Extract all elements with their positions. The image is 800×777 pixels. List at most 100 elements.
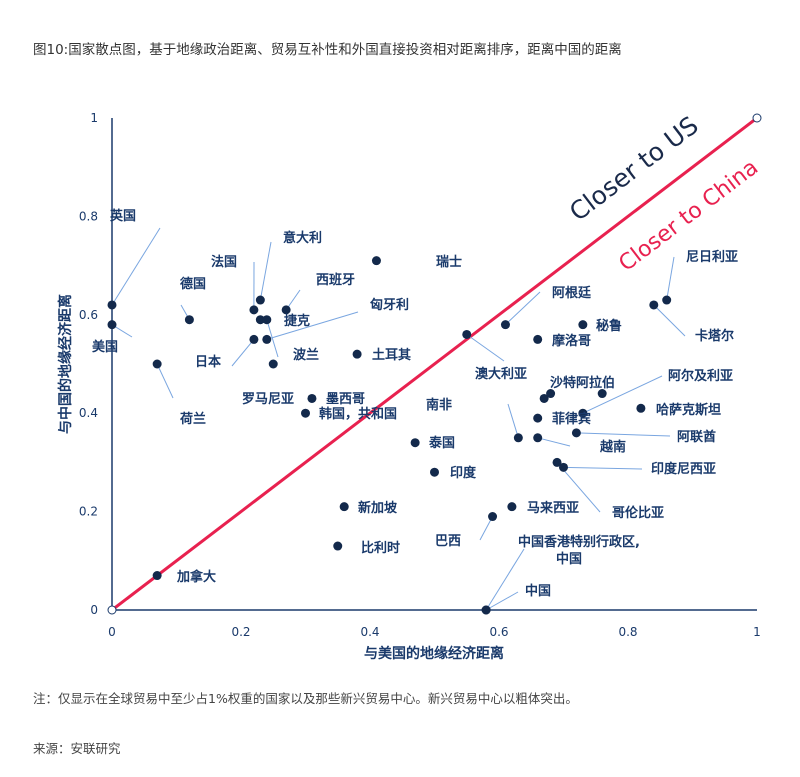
- y-tick-label: 1: [90, 111, 98, 125]
- x-tick-label: 0.6: [489, 625, 508, 639]
- leader-line: [505, 291, 541, 326]
- data-point: [546, 389, 556, 399]
- leader-line: [582, 375, 663, 414]
- data-point: [371, 256, 381, 266]
- point-label: 阿联酋: [677, 429, 716, 445]
- data-point: [307, 393, 317, 403]
- point-label: 罗马尼亚: [242, 392, 294, 407]
- data-point: [462, 329, 472, 339]
- points: [107, 256, 672, 615]
- x-axis-label: 与美国的地缘经济距离: [364, 645, 504, 662]
- y-axis-label: 与中国的地缘经济距离: [57, 294, 74, 434]
- diagonal-line: [111, 116, 758, 612]
- point-label: 土耳其: [372, 347, 411, 363]
- y-tick-label: 0.6: [79, 308, 98, 322]
- data-point: [352, 349, 362, 359]
- x-tick-label: 1: [753, 625, 761, 639]
- leader-line: [259, 241, 272, 301]
- point-label: 马来西亚: [527, 500, 579, 516]
- data-point: [268, 359, 278, 369]
- point-label: 中国: [556, 551, 582, 567]
- point-label: 阿尔及利亚: [668, 368, 733, 384]
- data-point: [255, 315, 265, 325]
- data-point: [578, 320, 588, 330]
- point-label: 哥伦比亚: [612, 505, 664, 521]
- point-label: 波兰: [293, 347, 319, 363]
- leader-line: [266, 311, 359, 340]
- data-point: [249, 305, 259, 315]
- data-point: [578, 408, 588, 418]
- data-point: [500, 320, 510, 330]
- data-point: [481, 605, 491, 615]
- point-label: 韩国，共和国: [319, 406, 397, 422]
- point-label: 中国: [525, 583, 551, 599]
- data-point: [533, 334, 543, 344]
- point-label: 澳大利亚: [475, 366, 527, 382]
- leader-line: [653, 304, 686, 337]
- point-label: 印度尼西亚: [651, 461, 716, 477]
- point-label: 捷克: [284, 313, 310, 329]
- data-point: [281, 305, 291, 315]
- leader-line: [266, 319, 279, 358]
- point-label: 卡塔尔: [695, 328, 734, 344]
- leader-line: [111, 227, 161, 306]
- point-label: 日本: [195, 354, 221, 370]
- point-label: 越南: [599, 439, 626, 455]
- point-label: 加拿大: [176, 569, 216, 585]
- data-point: [184, 315, 194, 325]
- point-label: 美国: [92, 339, 118, 355]
- leader-line: [507, 403, 519, 438]
- data-point: [571, 428, 581, 438]
- point-label: 匈牙利: [370, 297, 409, 313]
- data-point: [539, 393, 549, 403]
- x-tick-label: 0.8: [618, 625, 637, 639]
- data-point: [552, 457, 562, 467]
- x-tick-label: 0.2: [231, 625, 250, 639]
- data-point: [410, 438, 420, 448]
- point-label: 墨西哥: [326, 391, 365, 407]
- point-label: 泰国: [428, 435, 455, 451]
- point-label: 英国: [109, 208, 136, 224]
- data-point: [559, 462, 568, 472]
- point-label: 瑞士: [436, 254, 462, 270]
- point-label: 阿根廷: [552, 285, 592, 301]
- data-point: [488, 512, 498, 522]
- x-tick-label: 0.4: [360, 625, 379, 639]
- point-label: 比利时: [361, 540, 400, 556]
- point-label: 巴西: [435, 534, 461, 549]
- data-point: [430, 467, 439, 477]
- source: 来源：安联研究: [33, 741, 121, 756]
- footnote: 注：仅显示在全球贸易中至少占1%权重的国家以及那些新兴贸易中心。新兴贸易中心以粗…: [33, 691, 578, 706]
- data-point: [333, 541, 343, 551]
- leader-line: [666, 256, 675, 301]
- data-point: [262, 334, 272, 344]
- data-point: [533, 433, 543, 443]
- leader-line: [576, 432, 671, 437]
- data-point: [339, 502, 349, 512]
- data-point: [152, 359, 162, 369]
- leader-line: [537, 437, 571, 447]
- point-label: 南非: [426, 397, 452, 413]
- point-label: 秘鲁: [596, 318, 622, 334]
- y-tick-label: 0.4: [79, 406, 98, 420]
- point-label: 沙特阿拉伯: [550, 375, 615, 391]
- point-label: 尼日利亚: [686, 249, 738, 265]
- leader-line: [485, 591, 519, 611]
- y-tick-label: 0.2: [79, 505, 98, 519]
- data-point: [107, 320, 117, 330]
- leader-line: [563, 466, 643, 470]
- y-tick-label: 0.8: [79, 209, 98, 223]
- point-label: 哈萨克斯坦: [656, 402, 721, 418]
- point-label: 摩洛哥: [552, 333, 591, 349]
- point-label: 印度: [450, 465, 477, 481]
- leader-line: [156, 363, 174, 399]
- diagonal-start-marker: [107, 605, 117, 615]
- point-label: 德国: [180, 276, 206, 292]
- point-label: 新加坡: [358, 500, 398, 516]
- data-point: [152, 571, 162, 581]
- data-point: [507, 502, 517, 512]
- data-point: [249, 334, 259, 344]
- data-point: [636, 403, 646, 413]
